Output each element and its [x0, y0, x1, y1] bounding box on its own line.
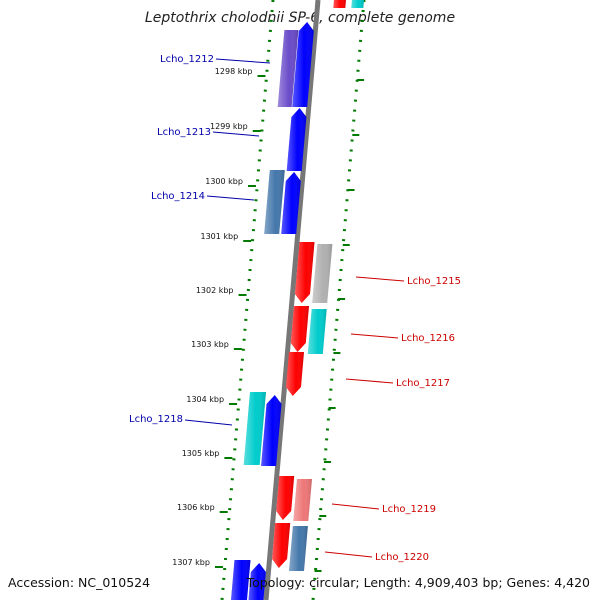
gene-feature-shading — [312, 244, 333, 303]
tick-label: 1306 kbp — [177, 503, 215, 512]
gene-label-lcho-1217: Lcho_1217 — [396, 378, 450, 389]
genome-info-label: Topology: circular; Length: 4,909,403 bp… — [246, 575, 590, 590]
gene-label-lcho-1216: Lcho_1216 — [401, 333, 455, 344]
gene-feature-shading — [333, 0, 346, 8]
gene-feature-shading — [231, 560, 251, 600]
gene-label-lcho-1218: Lcho_1218 — [129, 414, 183, 425]
gene-label-leader — [350, 333, 399, 339]
gene-label-lcho-1212: Lcho_1212 — [160, 54, 214, 65]
gene-label-lcho-1213: Lcho_1213 — [157, 127, 211, 138]
gene-label-leader — [324, 551, 373, 558]
gene-label-leader — [331, 503, 380, 510]
gene-label-lcho-1215: Lcho_1215 — [407, 276, 461, 287]
tick-label: 1300 kbp — [205, 177, 243, 186]
gene-label-leader — [206, 195, 255, 201]
gene-feature-shading — [277, 30, 299, 107]
accession-label: Accession: NC_010524 — [8, 575, 151, 590]
gene-feature-shading — [272, 523, 291, 568]
gene-feature-shading — [295, 242, 315, 303]
gene-label-leader — [345, 378, 394, 384]
gene-label-leader — [184, 419, 233, 426]
tick-label: 1303 kbp — [191, 340, 229, 349]
gene-feature-shading — [286, 108, 307, 171]
tick-label: 1307 kbp — [172, 558, 210, 567]
gene-feature-shading — [351, 0, 364, 8]
left-dotted-guide — [220, 0, 275, 600]
gene-feature-shading — [261, 395, 282, 466]
tick-label: 1304 kbp — [186, 395, 224, 404]
tick-label: 1305 kbp — [182, 449, 220, 458]
gene-label-lcho-1214: Lcho_1214 — [151, 191, 205, 202]
tick-label: 1301 kbp — [200, 232, 238, 241]
gene-label-leader — [212, 131, 260, 137]
genome-backbone — [263, 0, 321, 600]
gene-feature-shading — [264, 170, 285, 234]
gene-feature-shading — [276, 476, 295, 520]
gene-feature-shading — [290, 306, 309, 352]
gene-label-lcho-1219: Lcho_1219 — [382, 504, 436, 515]
tick-label: 1302 kbp — [196, 286, 234, 295]
gene-feature-shading — [307, 309, 327, 354]
gene-label-leader — [215, 58, 271, 64]
gene-feature-shading — [292, 22, 314, 107]
gene-feature-shading — [281, 172, 301, 234]
tick-label: 1299 kbp — [210, 122, 248, 131]
gene-label-lcho-1220: Lcho_1220 — [375, 552, 429, 563]
gene-feature-shading — [293, 479, 312, 521]
gene-feature-shading — [286, 352, 304, 396]
gene-feature-shading — [248, 563, 266, 600]
gene-feature-shading — [289, 526, 308, 571]
gene-feature-shading — [243, 392, 266, 465]
tick-label: 1298 kbp — [215, 67, 253, 76]
gene-label-leader — [355, 276, 405, 282]
map-title: Leptothrix cholodnii SP-6, complete geno… — [144, 10, 456, 26]
